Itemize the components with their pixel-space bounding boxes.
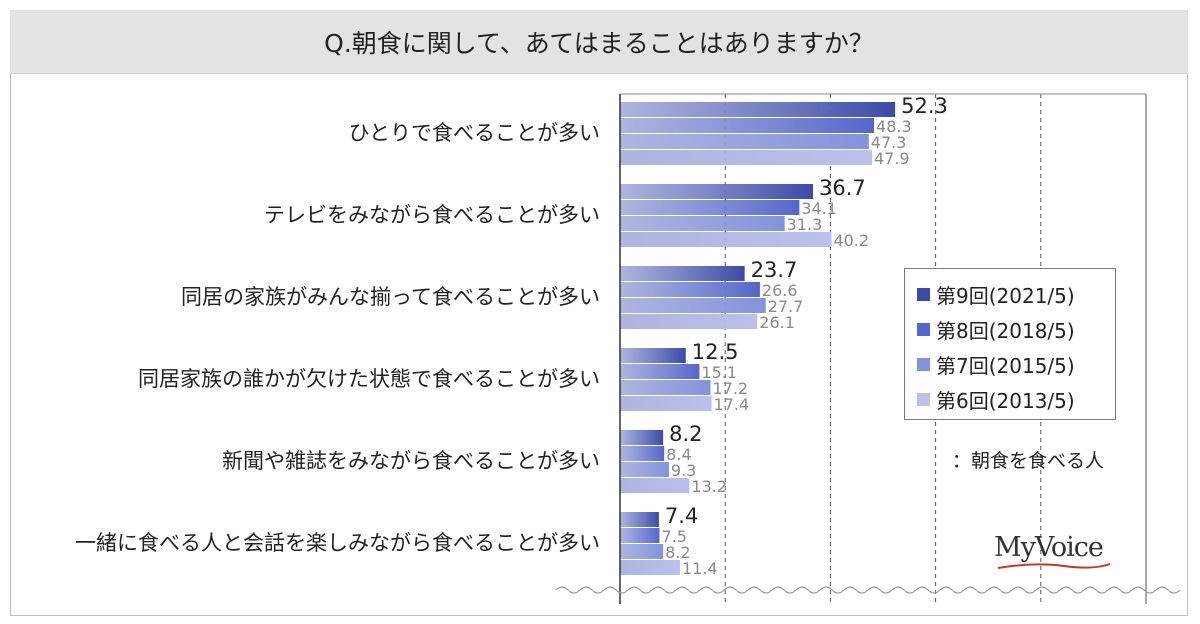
category-label: 新聞や雑誌をみながら食べることが多い	[222, 449, 600, 473]
data-label: 15.1	[701, 363, 737, 382]
bar	[620, 512, 659, 527]
legend-label: 第7回(2015/5)	[936, 354, 1075, 378]
data-label: 40.2	[833, 231, 869, 250]
data-label: 36.7	[819, 176, 866, 200]
data-label: 52.3	[901, 94, 948, 118]
bar	[620, 266, 745, 281]
bar	[620, 216, 785, 231]
bar	[620, 102, 896, 117]
bar	[620, 528, 660, 543]
bar	[620, 314, 758, 329]
data-label: 7.5	[661, 527, 686, 546]
logo-swoosh-icon	[997, 563, 1111, 569]
legend-item: 第8回(2018/5)	[917, 312, 1115, 347]
data-label: 47.3	[871, 133, 907, 152]
brand-logo: MyVoice	[994, 532, 1104, 563]
data-label: 8.2	[665, 543, 690, 562]
data-label: 7.4	[665, 504, 698, 528]
legend-label: 第9回(2021/5)	[936, 284, 1075, 308]
legend-item: 第7回(2015/5)	[917, 347, 1115, 382]
legend-item: 第6回(2013/5)	[917, 382, 1115, 417]
data-label: 34.1	[801, 199, 837, 218]
data-label: 12.5	[692, 340, 739, 364]
data-label: 8.2	[669, 422, 702, 446]
category-label: 同居家族の誰かが欠けた状態で食べることが多い	[138, 367, 600, 391]
bar	[620, 184, 814, 199]
legend-label: 第6回(2013/5)	[936, 389, 1075, 413]
bar	[620, 430, 664, 445]
bar	[620, 200, 800, 215]
data-label: 23.7	[751, 258, 798, 282]
data-label: 13.2	[691, 477, 727, 496]
bar	[620, 560, 680, 575]
axis-break-line	[555, 586, 1181, 594]
bar	[620, 282, 760, 297]
data-label: 27.7	[768, 297, 804, 316]
category-label: 同居の家族がみんな揃って食べることが多い	[181, 285, 600, 309]
category-label: テレビをみながら食べることが多い	[264, 203, 600, 227]
data-label: 11.4	[682, 559, 718, 578]
bar	[620, 544, 664, 559]
bar	[620, 150, 872, 165]
legend-swatch	[917, 393, 930, 406]
legend-label: 第8回(2018/5)	[936, 319, 1075, 343]
bar	[620, 364, 700, 379]
footnote: ：朝食を食べる人	[952, 450, 1105, 472]
legend-swatch	[917, 358, 930, 371]
data-label: 47.9	[874, 149, 910, 168]
data-label: 26.1	[759, 313, 795, 332]
data-label: 48.3	[876, 117, 912, 136]
data-label: 31.3	[787, 215, 823, 234]
bar	[620, 478, 690, 493]
bar	[620, 134, 869, 149]
legend-swatch	[917, 323, 930, 336]
bar	[620, 462, 669, 477]
bar	[620, 118, 875, 133]
legend-item: 第9回(2021/5)	[917, 277, 1115, 312]
bar	[620, 396, 712, 411]
data-label: 9.3	[671, 461, 696, 480]
category-label: ひとりで食べることが多い	[349, 121, 600, 145]
chart-title: Q.朝食に関して、あてはまることはありますか？	[10, 10, 1188, 74]
bar	[620, 298, 766, 313]
data-label: 17.2	[712, 379, 748, 398]
legend: 第9回(2021/5) 第8回(2018/5) 第7回(2015/5) 第6回(…	[904, 268, 1116, 420]
category-label: 一緒に食べる人と会話を楽しみながら食べることが多い	[75, 531, 600, 555]
data-label: 26.6	[762, 281, 798, 300]
data-label: 8.4	[666, 445, 691, 464]
bar	[620, 348, 686, 363]
bar	[620, 380, 711, 395]
data-label: 17.4	[714, 395, 750, 414]
bar	[620, 232, 832, 247]
legend-swatch	[917, 288, 930, 301]
bar	[620, 446, 665, 461]
